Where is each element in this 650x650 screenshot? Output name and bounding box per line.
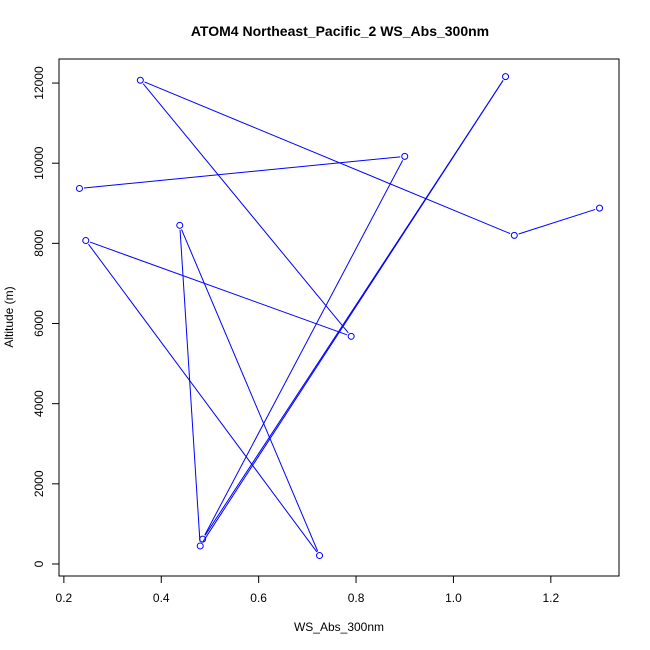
data-point — [176, 221, 184, 229]
series-segment — [181, 229, 319, 552]
y-axis: 0 2000 4000 6000 8000 10000 12000 — [32, 66, 59, 567]
y-tick-label: 2000 — [32, 470, 46, 497]
series-segment — [518, 208, 596, 235]
x-axis-label: WS_Abs_300nm — [294, 620, 384, 634]
data-point — [196, 542, 204, 550]
y-tick-label: 4000 — [32, 390, 46, 417]
x-tick-label: 1.2 — [542, 591, 559, 605]
y-tick-label: 8000 — [32, 230, 46, 257]
data-point — [316, 552, 324, 560]
x-axis: 0.2 0.4 0.6 0.8 1.0 1.2 — [56, 575, 559, 605]
chart-title: ATOM4 Northeast_Pacific_2 WS_Abs_300nm — [191, 23, 489, 39]
data-point — [75, 184, 83, 192]
data-point — [82, 237, 90, 245]
x-tick-label: 0.4 — [153, 591, 170, 605]
x-tick-label: 0.8 — [348, 591, 365, 605]
series-segment — [83, 156, 401, 189]
series-lines — [83, 80, 596, 553]
data-point — [136, 76, 144, 84]
x-tick-label: 0.2 — [56, 591, 73, 605]
series-segment — [89, 241, 348, 336]
y-tick-label: 12000 — [32, 66, 46, 100]
y-tick-label: 6000 — [32, 310, 46, 337]
series-segment — [144, 81, 511, 235]
y-axis-label: Altitude (m) — [2, 286, 16, 347]
series-points — [75, 73, 604, 560]
series-segment — [142, 83, 349, 334]
series-segment — [204, 160, 404, 536]
y-tick-label: 0 — [32, 560, 46, 567]
data-point — [199, 535, 207, 543]
data-point — [347, 332, 355, 340]
data-point — [596, 204, 604, 212]
data-point — [510, 231, 518, 239]
series-segment — [179, 229, 201, 542]
data-point — [401, 152, 409, 160]
series-segment — [88, 243, 318, 553]
x-tick-label: 0.6 — [250, 591, 267, 605]
data-point — [502, 73, 510, 81]
x-tick-label: 1.0 — [445, 591, 462, 605]
y-tick-label: 10000 — [32, 146, 46, 180]
series-segment — [204, 80, 504, 536]
